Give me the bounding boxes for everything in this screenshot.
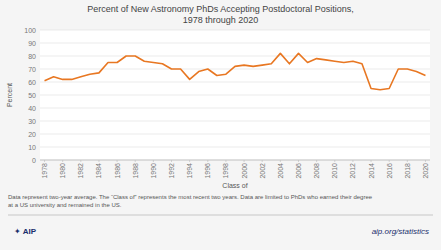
x-tick: [80, 160, 81, 162]
x-tick: [425, 160, 426, 162]
x-tick: [407, 160, 408, 162]
x-axis-label: Class of: [222, 182, 247, 189]
x-tick: [298, 160, 299, 162]
footnote: Data represent two-year average. The “Cl…: [8, 194, 373, 200]
x-tick-label: 1992: [168, 163, 175, 179]
chart: Percent of New Astronomy PhDs Accepting …: [0, 0, 441, 250]
y-tick-label: 100: [24, 27, 36, 34]
x-tick: [371, 160, 372, 162]
y-tick-label: 90: [28, 40, 36, 47]
x-tick: [44, 160, 45, 162]
x-tick-label: 2020: [422, 163, 429, 179]
x-tick: [225, 160, 226, 162]
y-tick-label: 10: [28, 144, 36, 151]
x-tick-label: 2002: [259, 163, 266, 179]
y-tick-label: 20: [28, 131, 36, 138]
x-tick: [352, 160, 353, 162]
grid-line: [40, 147, 430, 148]
x-tick-label: 1998: [222, 163, 229, 179]
line-series: [45, 53, 426, 89]
x-tick-label: 1988: [132, 163, 139, 179]
source-text: aip.org/statistics: [372, 227, 429, 236]
x-tick-label: 1978: [41, 163, 48, 179]
x-tick: [117, 160, 118, 162]
x-tick-label: 2000: [241, 163, 248, 179]
y-axis-label: Percent: [6, 83, 13, 107]
x-tick: [98, 160, 99, 162]
x-tick-label: 2014: [368, 163, 375, 179]
x-tick: [171, 160, 172, 162]
subtitle: 1978 through 2020: [183, 15, 259, 25]
y-tick-label: 30: [28, 118, 36, 125]
footnote: at a US university and remained in the U…: [8, 202, 122, 208]
grid-line: [40, 108, 430, 109]
x-tick-label: 1990: [150, 163, 157, 179]
y-tick-label: 40: [28, 105, 36, 112]
x-tick-label: 2018: [404, 163, 411, 179]
x-tick: [153, 160, 154, 162]
x-tick-label: 1980: [59, 163, 66, 179]
title: Percent of New Astronomy PhDs Accepting …: [87, 4, 354, 14]
grid-line: [40, 95, 430, 96]
x-tick-label: 1994: [186, 163, 193, 179]
series-group: [45, 53, 426, 89]
y-tick-label: 70: [28, 66, 36, 73]
grid-line: [40, 134, 430, 135]
grid-line: [40, 160, 430, 161]
x-tick-label: 2008: [313, 163, 320, 179]
x-tick-label: 1984: [95, 163, 102, 179]
y-tick-label: 0: [32, 157, 36, 164]
x-tick-label: 2004: [277, 163, 284, 179]
y-tick-label: 60: [28, 79, 36, 86]
x-axis-line: [40, 160, 430, 161]
x-tick: [316, 160, 317, 162]
x-tick: [207, 160, 208, 162]
x-tick-label: 2016: [386, 163, 393, 179]
grid-line: [40, 30, 430, 31]
x-tick: [280, 160, 281, 162]
grid-line: [40, 82, 430, 83]
x-tick-label: 1982: [77, 163, 84, 179]
grid-line: [40, 56, 430, 57]
background: [0, 0, 441, 250]
x-tick: [244, 160, 245, 162]
x-tick: [135, 160, 136, 162]
y-tick-label: 50: [28, 92, 36, 99]
x-tick: [189, 160, 190, 162]
separator: [8, 215, 433, 216]
plot-area: [40, 30, 430, 160]
grid-line: [40, 43, 430, 44]
grid-line: [40, 69, 430, 70]
x-tick: [389, 160, 390, 162]
x-tick-label: 1986: [114, 163, 121, 179]
y-tick-label: 80: [28, 53, 36, 60]
x-tick-label: 2006: [295, 163, 302, 179]
x-tick: [334, 160, 335, 162]
x-tick-label: 2010: [331, 163, 338, 179]
grid-line: [40, 121, 430, 122]
x-tick-label: 2012: [349, 163, 356, 179]
x-tick-label: 1996: [204, 163, 211, 179]
x-tick: [62, 160, 63, 162]
logo-text: ✦ AIP: [14, 227, 37, 236]
x-tick: [262, 160, 263, 162]
